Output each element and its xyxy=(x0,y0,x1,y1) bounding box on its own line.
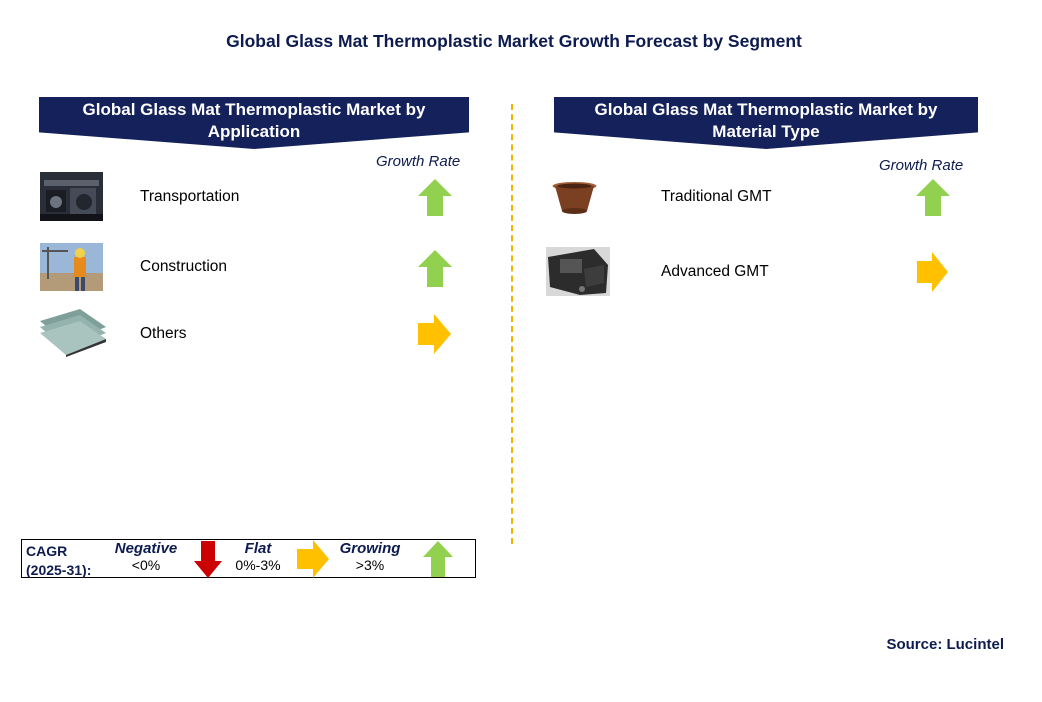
transportation-image xyxy=(40,172,103,221)
legend-flat-name: Flat xyxy=(244,540,272,557)
segment-label-others: Others xyxy=(140,325,187,342)
segment-label-transportation: Transportation xyxy=(140,188,240,205)
growth-rate-header-left: Growth Rate xyxy=(376,153,461,170)
legend-negative-name: Negative xyxy=(114,540,178,557)
cagr-legend: CAGR (2025-31): Negative <0% Flat 0%-3% … xyxy=(21,539,476,578)
legend-negative-range: <0% xyxy=(131,557,161,573)
page-title: Global Glass Mat Thermoplastic Market Gr… xyxy=(226,31,802,51)
segment-label-traditional-gmt: Traditional GMT xyxy=(661,188,772,205)
cagr-label: CAGR (2025-31): xyxy=(26,542,91,580)
application-banner: Global Glass Mat Thermoplastic Market by… xyxy=(39,97,469,149)
cagr-label-line1: CAGR xyxy=(26,543,68,559)
flat-arrow-icon xyxy=(418,314,451,359)
growing-arrow-icon xyxy=(418,179,452,221)
flat-arrow-icon xyxy=(297,540,329,583)
material-type-banner: Global Glass Mat Thermoplastic Market by… xyxy=(554,97,978,149)
legend-growing-range: >3% xyxy=(355,557,385,573)
legend-flat-range: 0%-3% xyxy=(235,557,281,573)
molded-part-image xyxy=(546,247,610,296)
growing-arrow-icon xyxy=(418,250,452,292)
negative-arrow-icon xyxy=(194,541,222,583)
segment-label-construction: Construction xyxy=(140,258,228,275)
molded-bowl-image xyxy=(551,181,598,215)
application-banner-line1: Global Glass Mat Thermoplastic Market by xyxy=(82,100,426,119)
growing-arrow-icon xyxy=(423,541,453,582)
cagr-label-line2: (2025-31): xyxy=(26,562,92,578)
legend-growing-name: Growing xyxy=(339,540,401,557)
material-type-banner-line1: Global Glass Mat Thermoplastic Market by xyxy=(594,100,938,119)
flat-arrow-icon xyxy=(917,252,948,297)
glass-panels-image xyxy=(40,309,106,357)
application-banner-line2: Application xyxy=(207,122,301,141)
source-credit: Source: Lucintel xyxy=(886,636,1004,653)
growth-rate-header-right: Growth Rate xyxy=(879,157,964,174)
growing-arrow-icon xyxy=(916,179,950,221)
segment-label-advanced-gmt: Advanced GMT xyxy=(661,263,769,280)
construction-worker-image xyxy=(40,243,103,291)
panel-divider xyxy=(511,104,513,544)
material-type-banner-line2: Material Type xyxy=(712,122,820,141)
